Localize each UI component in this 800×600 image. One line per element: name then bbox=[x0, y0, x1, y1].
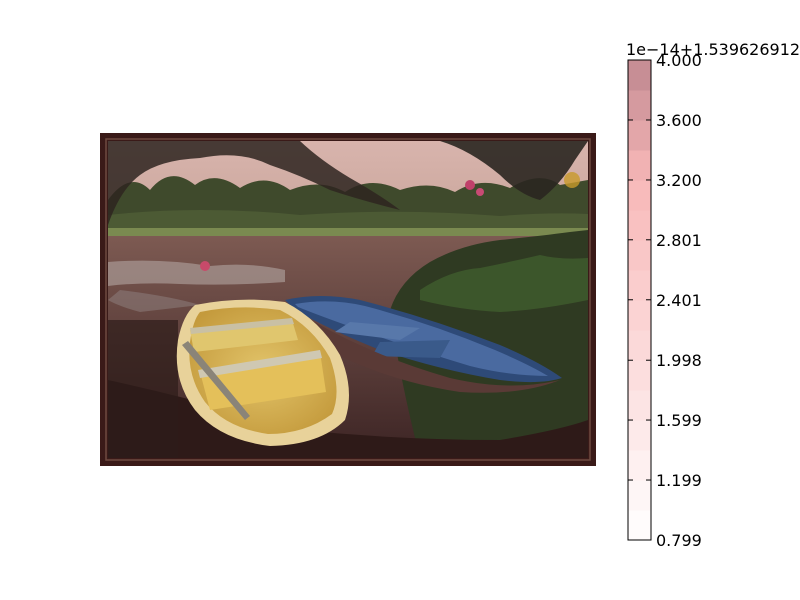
colorbar-band bbox=[628, 240, 651, 271]
photo-image bbox=[100, 133, 596, 466]
colorbar-tick-label: 3.600 bbox=[656, 111, 702, 130]
colorbar: 0.799 1.199 1.599 1.998 2.401 2.801 3.200 3.600… bbox=[626, 40, 800, 550]
colorbar-band bbox=[628, 270, 651, 301]
blue-boat bbox=[285, 296, 562, 393]
yellow-boat bbox=[176, 299, 349, 446]
colorbar-band bbox=[628, 420, 651, 451]
colorbar-band bbox=[628, 510, 651, 541]
colorbar-tick-label: 4.000 bbox=[656, 51, 702, 70]
colorbar-band bbox=[628, 120, 651, 151]
colorbar-band bbox=[628, 300, 651, 331]
colorbar-tick-label: 1.998 bbox=[656, 351, 702, 370]
colorbar-band bbox=[628, 150, 651, 181]
colorbar-tick-label: 2.401 bbox=[656, 291, 702, 310]
colorbar-band bbox=[628, 450, 651, 481]
colorbar-bands bbox=[628, 60, 651, 541]
colorbar-tick-label: 0.799 bbox=[656, 531, 702, 550]
colorbar-tick-label: 2.801 bbox=[656, 231, 702, 250]
colorbar-band bbox=[628, 60, 651, 91]
colorbar-ticks: 0.799 1.199 1.599 1.998 2.401 2.801 3.200 3.600… bbox=[628, 51, 702, 550]
colorbar-band bbox=[628, 360, 651, 391]
colorbar-tick-label: 1.599 bbox=[656, 411, 702, 430]
colorbar-band bbox=[628, 480, 651, 511]
colorbar-band bbox=[628, 210, 651, 241]
colorbar-band bbox=[628, 180, 651, 211]
colorbar-tick-label: 1.199 bbox=[656, 471, 702, 490]
colorbar-band bbox=[628, 330, 651, 361]
photo-branches bbox=[108, 141, 400, 225]
photo-inner-border bbox=[105, 138, 591, 461]
colorbar-band bbox=[628, 390, 651, 421]
colorbar-band bbox=[628, 90, 651, 121]
colorbar-offset-text: 1e−14+1.539626912 bbox=[626, 40, 800, 59]
colorbar-tick-label: 3.200 bbox=[656, 171, 702, 190]
